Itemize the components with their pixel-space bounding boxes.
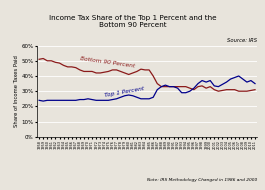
- Text: Source: IRS: Source: IRS: [227, 38, 257, 43]
- Y-axis label: Share of Income Taxes Paid: Share of Income Taxes Paid: [14, 55, 19, 127]
- Text: Income Tax Share of the Top 1 Percent and the
Bottom 90 Percent: Income Tax Share of the Top 1 Percent an…: [49, 15, 216, 28]
- Text: Note: IRS Methodology Changed in 1986 and 2000: Note: IRS Methodology Changed in 1986 an…: [147, 178, 257, 182]
- Text: Bottom 90 Percent: Bottom 90 Percent: [80, 56, 135, 69]
- Text: Top 1 Percent: Top 1 Percent: [104, 86, 145, 97]
